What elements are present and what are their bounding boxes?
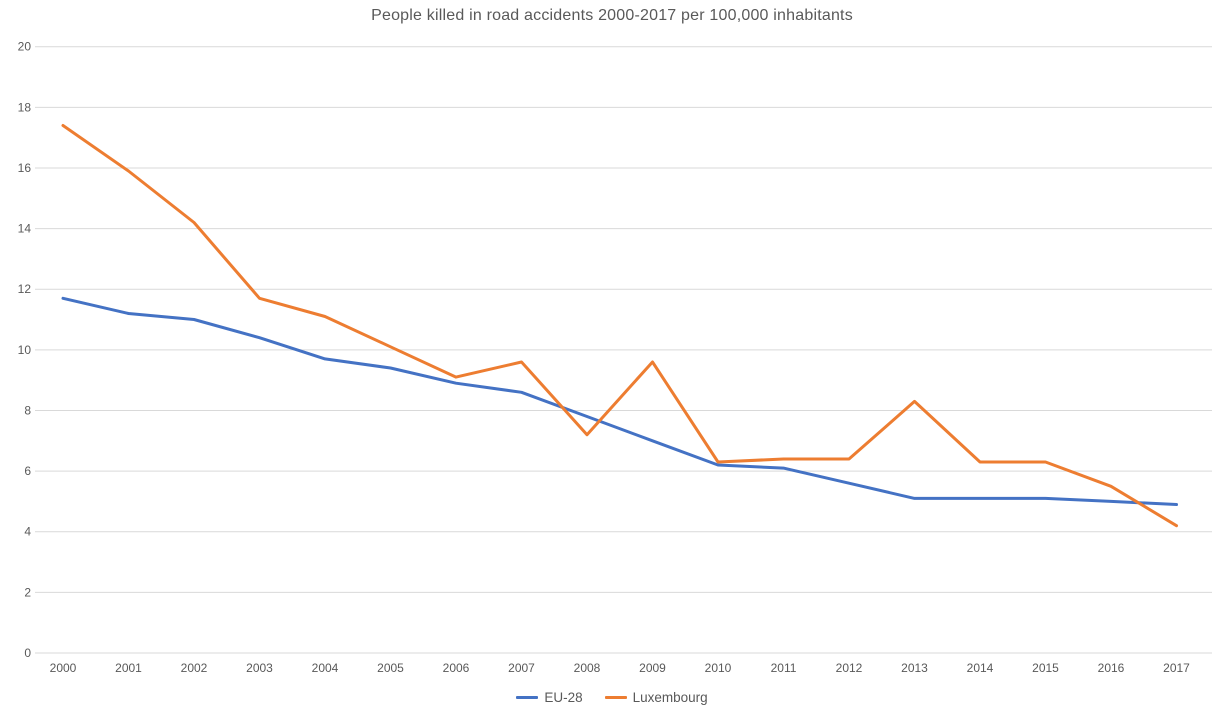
y-axis-tick-label: 2	[24, 585, 31, 599]
y-axis-tick-label: 8	[24, 403, 31, 417]
legend-label-eu-28: EU-28	[544, 690, 583, 705]
x-axis-tick-label: 2011	[771, 661, 797, 675]
y-axis-tick-label: 20	[18, 40, 32, 54]
x-axis-tick-label: 2016	[1098, 661, 1125, 675]
legend: EU-28 Luxembourg	[0, 690, 1224, 705]
series-line-luxembourg	[61, 124, 1178, 528]
x-axis-tick-label: 2014	[967, 661, 994, 675]
legend-label-luxembourg: Luxembourg	[632, 690, 708, 705]
y-axis-tick-label: 6	[24, 464, 31, 478]
x-axis-tick-label: 2007	[508, 661, 535, 675]
luxembourg-line-swatch-icon	[604, 696, 627, 699]
x-axis-tick-label: 2017	[1163, 661, 1190, 675]
eu-28-line-swatch-icon	[516, 696, 539, 699]
x-axis-tick-label: 2002	[181, 661, 208, 675]
legend-item-luxembourg: Luxembourg	[604, 690, 708, 705]
x-axis-tick-label: 2009	[639, 661, 666, 675]
x-axis-tick-label: 2010	[705, 661, 732, 675]
x-axis-tick-label: 2008	[574, 661, 601, 675]
y-axis-tick-label: 4	[24, 525, 31, 539]
x-axis-tick-label: 2003	[246, 661, 273, 675]
x-axis-tick-label: 2005	[377, 661, 404, 675]
y-axis-tick-label: 14	[18, 222, 32, 236]
y-axis-tick-label: 12	[18, 282, 32, 296]
y-axis-tick-label: 10	[18, 343, 32, 357]
chart-title: People killed in road accidents 2000-201…	[371, 7, 853, 24]
y-axis-tick-label: 16	[18, 161, 32, 175]
x-axis-tick-label: 2001	[115, 661, 142, 675]
x-axis-tick-label: 2000	[50, 661, 77, 675]
legend-item-eu-28: EU-28	[516, 690, 583, 705]
y-axis-tick-label: 18	[18, 100, 32, 114]
y-axis-tick-label: 0	[24, 646, 31, 660]
x-axis-tick-label: 2012	[836, 661, 863, 675]
x-axis-tick-label: 2013	[901, 661, 928, 675]
x-axis-tick-label: 2006	[443, 661, 470, 675]
x-axis-tick-label: 2004	[312, 661, 339, 675]
series-line-eu-28	[61, 296, 1178, 506]
x-axis-tick-label: 2015	[1032, 661, 1059, 675]
